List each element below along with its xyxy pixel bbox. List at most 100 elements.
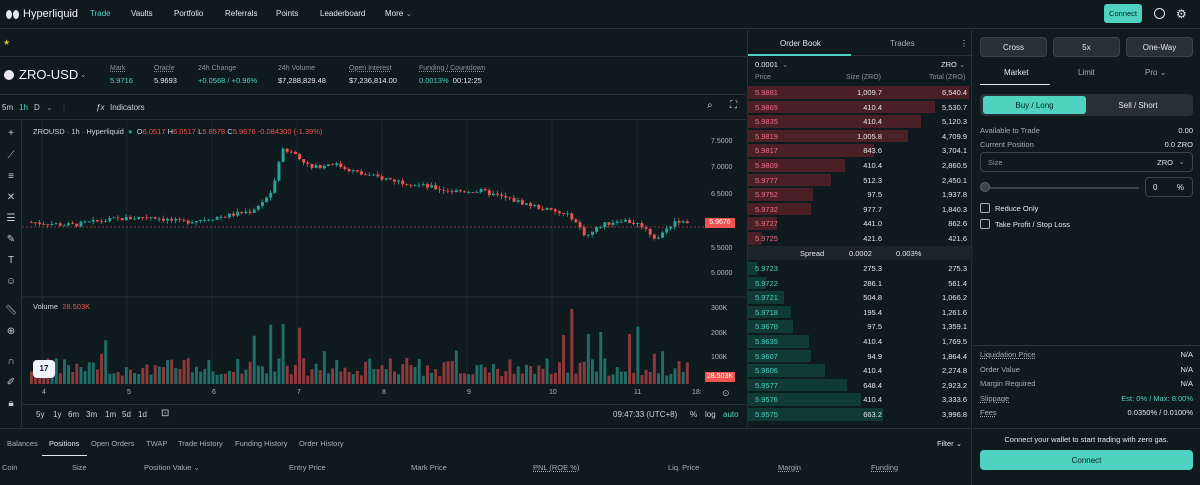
star-icon[interactable]: ★ xyxy=(3,38,11,47)
chevron-down-icon[interactable]: ⌄ xyxy=(959,60,966,69)
crosshair-icon[interactable]: + xyxy=(8,128,14,139)
bid-row[interactable]: 5.9576 410.4 3,333.6 xyxy=(748,392,973,407)
ask-row[interactable]: 5.9725 421.6 421.6 xyxy=(748,231,973,246)
fullscreen-icon[interactable]: ⛶ xyxy=(730,100,737,111)
nav-points[interactable]: Points xyxy=(276,9,299,18)
lock-drawing-icon[interactable]: ✐ xyxy=(6,377,16,388)
ask-row[interactable]: 5.9809 410.4 2,860.5 xyxy=(748,158,973,173)
ruler-icon[interactable]: 📏︎ xyxy=(4,305,18,316)
tab-balances[interactable]: Balances xyxy=(7,439,38,448)
connect-wallet-button[interactable]: Connect xyxy=(1104,4,1142,23)
ask-row[interactable]: 5.9777 512.3 2,450.1 xyxy=(748,173,973,188)
tpsl-checkbox[interactable] xyxy=(980,219,990,229)
bid-row[interactable]: 5.9575 663.2 3,996.8 xyxy=(748,407,973,422)
tab-order-book[interactable]: Order Book xyxy=(780,39,821,48)
size-unit-select[interactable]: ZRO xyxy=(1157,158,1173,167)
bid-row[interactable]: 5.9678 97.5 1,359.1 xyxy=(748,319,973,334)
bid-row[interactable]: 5.9718 195.4 1,261.6 xyxy=(748,305,973,320)
ask-row[interactable]: 5.9819 1,005.8 4,709.9 xyxy=(748,129,973,144)
tab-positions[interactable]: Positions xyxy=(49,439,80,448)
range-5y[interactable]: 5y xyxy=(36,410,45,419)
ask-row[interactable]: 5.9732 977.7 1,840.3 xyxy=(748,202,973,217)
size-input[interactable]: Size ZRO ⌄ xyxy=(980,152,1193,172)
ask-row[interactable]: 5.9752 97.5 1,937.8 xyxy=(748,187,973,202)
col-pnl[interactable]: PNL (ROE %) xyxy=(533,463,580,472)
timeframe-d[interactable]: D xyxy=(34,103,40,112)
nav-more[interactable]: More ⌄ xyxy=(385,9,412,18)
tab-limit[interactable]: Limit xyxy=(1078,68,1095,77)
col-liq-price[interactable]: Liq. Price xyxy=(668,463,700,472)
nav-vaults[interactable]: Vaults xyxy=(131,9,153,18)
date-range-icon[interactable]: ⊡ xyxy=(161,408,170,419)
bid-row[interactable]: 5.9606 410.4 2,274.8 xyxy=(748,363,973,378)
tab-order-history[interactable]: Order History xyxy=(299,439,344,448)
tab-pro[interactable]: Pro ⌄ xyxy=(1145,68,1166,77)
col-margin[interactable]: Margin xyxy=(778,463,801,472)
tick-size-select[interactable]: 0.0001 xyxy=(755,60,778,69)
ask-row[interactable]: 5.9835 410.4 5,120.3 xyxy=(748,114,973,129)
tab-funding-history[interactable]: Funding History xyxy=(235,439,288,448)
nav-trade[interactable]: Trade xyxy=(90,9,111,18)
ask-row[interactable]: 5.9881 1,009.7 6,540.4 xyxy=(748,85,973,100)
col-mark-price[interactable]: Mark Price xyxy=(411,463,447,472)
unit-select[interactable]: ZRO xyxy=(941,60,957,69)
measure-lines-icon[interactable]: ☰ xyxy=(6,213,16,224)
position-mode-button[interactable]: One-Way xyxy=(1126,37,1193,57)
leverage-button[interactable]: 5x xyxy=(1053,37,1120,57)
chevron-down-icon[interactable]: ⌄ xyxy=(1178,157,1185,166)
bid-row[interactable]: 5.9723 275.3 275.3 xyxy=(748,261,973,276)
screenshot-icon[interactable]: ⌕ xyxy=(707,100,713,111)
range-6m[interactable]: 6m xyxy=(68,410,80,419)
col-position-value[interactable]: Position Value ⌄ xyxy=(144,463,200,472)
tab-trades[interactable]: Trades xyxy=(890,39,915,48)
connect-button[interactable]: Connect xyxy=(980,450,1193,470)
scale-percent[interactable]: % xyxy=(690,410,698,419)
kebab-menu-icon[interactable]: ⋮ xyxy=(960,39,968,48)
ask-row[interactable]: 5.9865 410.4 5,530.7 xyxy=(748,100,973,115)
lock-icon[interactable]: 🔒︎ xyxy=(8,398,14,409)
size-slider[interactable] xyxy=(985,187,1139,189)
gear-icon[interactable]: ⚙ xyxy=(1176,7,1187,21)
scale-log[interactable]: log xyxy=(705,410,716,419)
pair-selector[interactable]: ZRO-USD xyxy=(19,67,79,82)
indicators-icon[interactable]: ƒx xyxy=(96,103,105,112)
bid-row[interactable]: 5.9577 648.4 2,923.2 xyxy=(748,378,973,393)
tab-twap[interactable]: TWAP xyxy=(146,439,168,448)
nav-referrals[interactable]: Referrals xyxy=(225,9,258,18)
nav-portfolio[interactable]: Portfolio xyxy=(174,9,204,18)
sell-short-button[interactable]: Sell / Short xyxy=(1118,100,1158,110)
range-1y[interactable]: 1y xyxy=(53,410,62,419)
tab-open-orders[interactable]: Open Orders xyxy=(91,439,135,448)
ask-row[interactable]: 5.9727 441.0 862.6 xyxy=(748,216,973,231)
ask-row[interactable]: 5.9817 843.6 3,704.1 xyxy=(748,143,973,158)
reduce-only-checkbox[interactable] xyxy=(980,203,990,213)
text-icon[interactable]: T xyxy=(7,255,15,266)
zoom-in-icon[interactable]: ⊕ xyxy=(6,326,16,337)
bid-row[interactable]: 5.9607 94.9 1,864.4 xyxy=(748,349,973,364)
range-1m[interactable]: 1m xyxy=(105,410,117,419)
tab-trade-history[interactable]: Trade History xyxy=(178,439,223,448)
range-5d[interactable]: 5d xyxy=(122,410,131,419)
brush-icon[interactable]: ✎ xyxy=(6,234,16,245)
settings-icon[interactable]: ⊙ xyxy=(722,388,730,398)
scale-auto[interactable]: auto xyxy=(723,410,739,419)
filter-select[interactable]: Filter ⌄ xyxy=(937,439,962,448)
nav-leaderboard[interactable]: Leaderboard xyxy=(320,9,366,18)
magnet-icon[interactable]: ∩ xyxy=(7,356,15,367)
range-1d[interactable]: 1d xyxy=(138,410,147,419)
range-3m[interactable]: 3m xyxy=(86,410,98,419)
chevron-down-icon[interactable]: ⌄ xyxy=(80,70,87,79)
percent-input[interactable]: 0 % xyxy=(1145,177,1193,197)
pattern-icon[interactable]: ✕ xyxy=(6,192,16,203)
bid-row[interactable]: 5.9635 410.4 1,769.5 xyxy=(748,334,973,349)
fib-icon[interactable]: ≡ xyxy=(8,171,14,182)
col-entry-price[interactable]: Entry Price xyxy=(289,463,326,472)
margin-mode-button[interactable]: Cross xyxy=(980,37,1047,57)
buy-long-button[interactable]: Buy / Long xyxy=(983,96,1086,114)
col-size[interactable]: Size xyxy=(72,463,87,472)
col-funding[interactable]: Funding xyxy=(871,463,899,472)
trendline-icon[interactable]: ⟋ xyxy=(7,150,15,161)
timeframe-1h[interactable]: 1h xyxy=(19,103,28,112)
slider-handle[interactable] xyxy=(980,182,990,192)
chevron-down-icon[interactable]: ⌄ xyxy=(782,60,789,69)
